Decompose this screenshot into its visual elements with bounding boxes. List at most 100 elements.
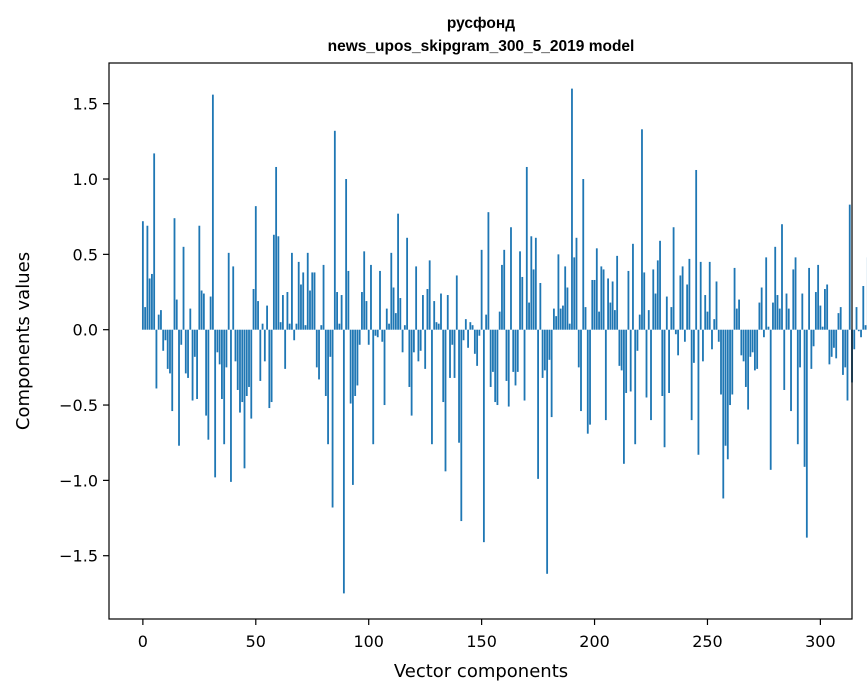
- bar: [192, 330, 194, 401]
- bar: [815, 292, 817, 330]
- bar: [862, 286, 864, 330]
- bar: [853, 330, 855, 350]
- bar: [806, 330, 808, 538]
- bar: [212, 95, 214, 330]
- bar: [711, 330, 713, 350]
- bar: [399, 298, 401, 330]
- bar: [142, 221, 144, 329]
- bar: [576, 238, 578, 330]
- x-axis-label: Vector components: [394, 661, 568, 682]
- bar: [614, 310, 616, 330]
- bar: [488, 212, 490, 330]
- bar: [844, 330, 846, 368]
- bar: [639, 315, 641, 330]
- bar: [359, 330, 361, 345]
- bar: [277, 236, 279, 329]
- bar: [165, 330, 167, 341]
- bar: [772, 303, 774, 330]
- bar: [623, 330, 625, 464]
- bar: [174, 218, 176, 330]
- bar: [585, 307, 587, 330]
- bar: [840, 307, 842, 330]
- bar: [314, 272, 316, 329]
- bar: [609, 303, 611, 330]
- y-tick-label: 1.0: [73, 170, 98, 189]
- bar: [180, 330, 182, 345]
- bar: [688, 259, 690, 330]
- bar: [424, 330, 426, 369]
- bar: [280, 322, 282, 330]
- bar: [377, 330, 379, 338]
- bar: [589, 330, 591, 425]
- bar: [456, 275, 458, 329]
- bar: [411, 330, 413, 416]
- bar: [686, 285, 688, 330]
- bar: [485, 315, 487, 330]
- x-tick-label: 300: [805, 632, 836, 651]
- bar: [743, 330, 745, 362]
- bar: [248, 330, 250, 387]
- bar: [320, 325, 322, 330]
- x-tick-label: 150: [466, 632, 497, 651]
- bar: [600, 266, 602, 329]
- bar: [727, 330, 729, 460]
- bar: [153, 153, 155, 329]
- bar: [819, 306, 821, 330]
- bar: [318, 330, 320, 380]
- bar: [695, 170, 697, 330]
- x-tick-label: 50: [246, 632, 266, 651]
- bar: [598, 312, 600, 330]
- bar: [567, 288, 569, 330]
- bar: [151, 274, 153, 330]
- bar: [824, 289, 826, 330]
- bar: [178, 330, 180, 446]
- bar: [422, 295, 424, 330]
- y-tick-label: 1.5: [73, 95, 98, 114]
- bar: [630, 330, 632, 392]
- bar: [451, 330, 453, 345]
- bar: [731, 330, 733, 395]
- bar: [666, 297, 668, 330]
- bar: [684, 330, 686, 342]
- bar: [476, 330, 478, 366]
- bar: [379, 271, 381, 330]
- bar: [729, 330, 731, 405]
- bar: [433, 301, 435, 330]
- bar: [679, 275, 681, 329]
- bar: [478, 330, 480, 336]
- bar: [149, 278, 151, 329]
- bar: [167, 330, 169, 369]
- bar: [449, 330, 451, 378]
- bar: [754, 330, 756, 371]
- bar: [657, 260, 659, 329]
- bar: [499, 312, 501, 330]
- bar: [300, 285, 302, 330]
- bar: [833, 330, 835, 348]
- bar: [745, 330, 747, 387]
- bar: [736, 309, 738, 330]
- bar: [533, 269, 535, 329]
- bar: [406, 238, 408, 330]
- bar: [372, 330, 374, 445]
- bar: [664, 330, 666, 448]
- bar: [722, 330, 724, 499]
- bar: [408, 330, 410, 387]
- bar: [257, 301, 259, 330]
- bar: [546, 330, 548, 574]
- bar: [481, 250, 483, 330]
- bar: [698, 330, 700, 455]
- bar: [501, 265, 503, 330]
- bar: [759, 303, 761, 330]
- bar: [232, 266, 234, 329]
- bar: [259, 330, 261, 381]
- bar: [472, 325, 474, 330]
- bar: [765, 257, 767, 329]
- bar: [338, 324, 340, 330]
- bar: [822, 327, 824, 330]
- y-axis-label: Components values: [13, 252, 34, 430]
- bar: [838, 313, 840, 330]
- bar: [253, 289, 255, 330]
- bar: [548, 330, 550, 360]
